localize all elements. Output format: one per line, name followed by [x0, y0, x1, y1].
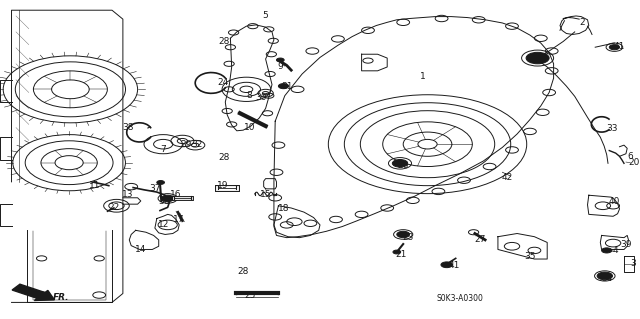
Text: 41: 41	[614, 42, 625, 51]
Circle shape	[526, 52, 549, 64]
Text: 28: 28	[218, 37, 230, 46]
Circle shape	[441, 262, 452, 268]
Circle shape	[597, 272, 612, 280]
Circle shape	[393, 250, 401, 254]
Text: 9: 9	[278, 63, 283, 71]
Text: 8: 8	[247, 91, 252, 100]
Text: 12: 12	[158, 220, 170, 229]
Text: 5: 5	[263, 11, 268, 20]
Circle shape	[609, 45, 620, 50]
Text: 28: 28	[218, 153, 230, 162]
Text: 31: 31	[281, 82, 292, 91]
Text: 25: 25	[244, 291, 255, 300]
Text: 3: 3	[631, 259, 636, 268]
Text: S0K3-A0300: S0K3-A0300	[436, 294, 483, 303]
Text: FR.: FR.	[52, 293, 69, 302]
Text: 26: 26	[397, 161, 409, 170]
Text: 27: 27	[474, 235, 486, 244]
Circle shape	[157, 181, 164, 184]
Text: 39: 39	[620, 241, 632, 249]
Text: 16: 16	[170, 190, 182, 199]
Text: 17: 17	[173, 215, 185, 224]
Text: 30: 30	[255, 93, 267, 102]
Text: 18: 18	[278, 204, 290, 213]
Text: 34: 34	[601, 274, 612, 283]
Text: 6: 6	[628, 152, 633, 161]
Text: 13: 13	[122, 190, 134, 199]
Text: 40: 40	[609, 197, 620, 206]
Text: 41: 41	[449, 261, 460, 270]
Text: 33: 33	[606, 124, 618, 133]
Circle shape	[278, 84, 289, 89]
Text: 19: 19	[217, 181, 228, 190]
FancyArrow shape	[12, 284, 54, 300]
Circle shape	[161, 195, 174, 202]
Text: 22: 22	[108, 204, 120, 212]
Text: 35: 35	[524, 252, 536, 261]
Text: 28: 28	[237, 267, 249, 276]
Circle shape	[276, 58, 284, 62]
Text: 20: 20	[628, 158, 639, 167]
Text: 23: 23	[402, 233, 413, 242]
Text: 11: 11	[89, 181, 100, 190]
Circle shape	[602, 248, 612, 253]
Text: 14: 14	[135, 245, 147, 254]
Text: 29: 29	[180, 140, 191, 149]
Text: 10: 10	[244, 123, 255, 132]
Text: 37: 37	[149, 184, 161, 193]
Text: 7: 7	[161, 145, 166, 154]
Text: 4: 4	[613, 246, 618, 255]
Text: 21: 21	[396, 250, 407, 259]
Text: 1: 1	[420, 72, 425, 81]
Circle shape	[397, 231, 410, 238]
Text: 36: 36	[158, 197, 170, 206]
Circle shape	[392, 160, 408, 167]
Text: 15: 15	[260, 190, 271, 199]
Text: 38: 38	[122, 123, 134, 132]
Text: 24: 24	[217, 78, 228, 87]
Text: 42: 42	[501, 173, 513, 182]
Text: 2: 2	[580, 18, 585, 27]
Text: 32: 32	[191, 140, 203, 149]
